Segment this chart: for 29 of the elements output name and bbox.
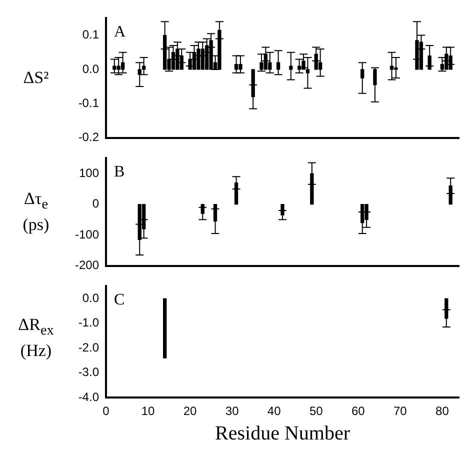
y-tick-label: 100 — [78, 166, 100, 180]
x-tick-label: 40 — [267, 404, 282, 418]
x-tick-label: 20 — [183, 404, 198, 418]
y-tick-label: -4.0 — [78, 390, 100, 404]
annotation: A — [114, 23, 126, 40]
y-axis-title: ΔR$_{ex}$ (Hz) — [17, 314, 55, 362]
y-tick-label: -2.0 — [78, 340, 100, 354]
x-tick-label: 30 — [225, 404, 240, 418]
x-tick-label: 60 — [351, 404, 366, 418]
y-tick-label: 0.1 — [82, 28, 100, 42]
y-axis-title: ΔS² — [22, 66, 50, 89]
y-tick-label: 0.0 — [82, 290, 100, 305]
x-tick-label: 10 — [141, 404, 156, 418]
y-tick-label: -200 — [74, 258, 100, 272]
x-tick-label: 80 — [436, 404, 450, 418]
annotation: B — [114, 163, 125, 180]
y-tick-label: 0 — [92, 196, 100, 211]
y-tick-label: 0.0 — [82, 62, 100, 76]
y-tick-label: -3.0 — [78, 365, 100, 380]
y-tick-label: -100 — [74, 227, 100, 242]
annotation: C — [114, 291, 125, 308]
y-axis-title: Δτ$_{e}$ (ps) — [22, 188, 50, 236]
x-axis-title: Residue Number — [215, 422, 350, 444]
y-tick-label: -1.0 — [78, 316, 100, 330]
x-tick-label: 50 — [309, 404, 324, 418]
x-tick-label: 0 — [102, 404, 110, 418]
y-tick-label: -0.1 — [78, 96, 100, 110]
y-tick-label: -0.2 — [78, 130, 100, 144]
x-tick-label: 70 — [393, 404, 408, 418]
